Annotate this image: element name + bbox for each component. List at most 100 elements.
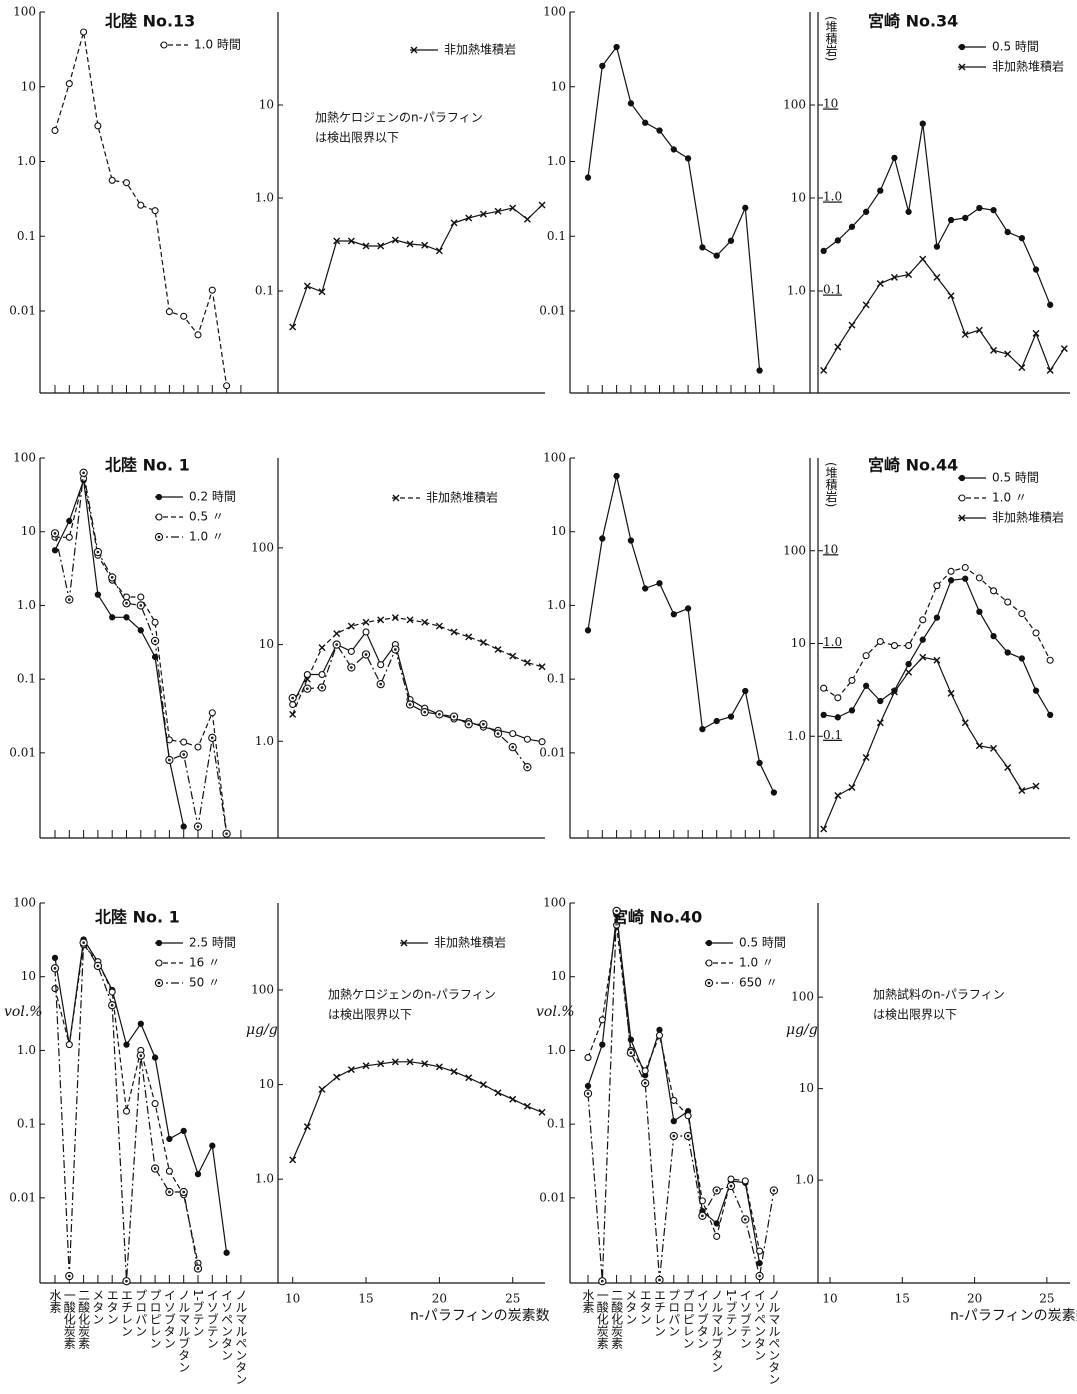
category-label: 1-ブテン — [724, 1289, 738, 1337]
data-point — [464, 720, 473, 729]
y2-tick-label: 0.1 — [823, 728, 842, 742]
data-point — [362, 242, 370, 250]
chart-title: 宮崎 No.44 — [868, 456, 958, 475]
y-tick-label: 10 — [551, 79, 566, 93]
data-point — [976, 608, 983, 615]
data-point — [876, 719, 884, 727]
data-point — [1032, 266, 1040, 273]
legend-label: 非加熱堆積岩 — [426, 490, 498, 505]
data-point — [79, 468, 88, 477]
data-point — [421, 241, 429, 249]
data-point — [947, 689, 955, 697]
y-tick-label: 100 — [783, 543, 806, 557]
legend-marker — [958, 494, 966, 502]
data-point — [713, 1232, 721, 1240]
data-point — [834, 343, 842, 351]
data-point — [377, 616, 385, 624]
data-point — [820, 366, 828, 374]
data-point — [891, 154, 898, 162]
data-point — [598, 1016, 606, 1024]
data-point — [509, 730, 517, 738]
legend-marker — [958, 63, 966, 71]
data-point — [905, 271, 913, 279]
category-label: ノルマルブタン — [710, 1289, 724, 1373]
data-point — [769, 1186, 779, 1195]
data-point — [848, 707, 856, 714]
data-point — [656, 580, 663, 587]
data-point — [1018, 610, 1026, 618]
y-tick-label: 100 — [13, 896, 36, 910]
data-point — [727, 713, 735, 720]
legend-label: 非加熱堆積岩 — [992, 59, 1064, 74]
data-point — [726, 1181, 736, 1191]
y-tick-label: 1.0 — [795, 1173, 814, 1187]
data-point — [1018, 234, 1026, 242]
y2-axis-label: (堆積岩) — [824, 16, 838, 61]
data-point — [626, 1048, 636, 1057]
data-point — [933, 582, 941, 590]
data-point — [289, 1156, 297, 1164]
data-point — [289, 700, 297, 709]
y-tick-label: 0.1 — [17, 1117, 36, 1131]
data-point — [538, 1108, 546, 1116]
data-point — [93, 547, 103, 557]
legend-label: 1.0 〃 — [992, 491, 1027, 505]
data-point — [494, 1089, 502, 1097]
y-tick-label: 1.0 — [17, 598, 36, 612]
data-point — [318, 288, 326, 296]
y-tick-label: 1.0 — [787, 729, 806, 743]
data-point — [1047, 301, 1054, 308]
category-label: 一酸化炭素 — [595, 1289, 609, 1349]
legend-marker — [155, 513, 163, 521]
data-point — [208, 286, 216, 294]
data-point — [405, 700, 415, 709]
y-tick-label: 1.0 — [547, 154, 566, 168]
data-point — [713, 1220, 720, 1227]
data-point — [223, 382, 231, 390]
data-point — [347, 237, 355, 245]
x-tick-label: 15 — [895, 1292, 910, 1306]
legend-marker — [958, 474, 966, 482]
data-point — [180, 312, 188, 320]
data-point — [599, 535, 606, 542]
y-tick-label: 10 — [259, 1077, 274, 1091]
y-tick-label: 10 — [21, 524, 36, 538]
legend-label: 50 〃 — [189, 976, 220, 990]
legend-marker — [160, 41, 168, 49]
data-point — [742, 687, 749, 695]
data-point — [208, 709, 216, 717]
y-tick-label: 10 — [551, 969, 566, 983]
data-point — [820, 684, 828, 692]
y-tick-label: 0.01 — [539, 304, 566, 318]
y-tick-label: 1.0 — [255, 190, 274, 204]
data-point — [122, 1277, 131, 1286]
data-point — [947, 577, 955, 584]
x-axis-label: n-パラフィンの炭素数 — [950, 1308, 1077, 1324]
data-point — [699, 725, 706, 733]
category-label: プロパン — [134, 1289, 148, 1337]
data-point — [538, 663, 546, 671]
data-point — [94, 122, 102, 130]
data-point — [332, 640, 341, 649]
data-point — [108, 988, 116, 996]
data-point — [94, 591, 102, 598]
y-tick-label: 1.0 — [255, 1172, 274, 1186]
data-point — [450, 219, 458, 227]
data-point — [194, 743, 202, 751]
y-tick-label: 10 — [21, 969, 36, 983]
data-point — [391, 614, 399, 622]
data-point — [727, 237, 735, 244]
legend-label: 0.5 〃 — [189, 510, 224, 524]
data-point — [727, 1175, 735, 1183]
data-point — [756, 759, 763, 767]
data-point — [347, 622, 355, 630]
data-point — [523, 735, 531, 743]
data-point — [479, 1081, 487, 1089]
y-tick-label: 100 — [251, 540, 274, 554]
y-tick-label: 0.01 — [9, 1190, 36, 1204]
data-point — [151, 618, 159, 626]
data-point — [362, 618, 370, 626]
x-tick-label: 25 — [1039, 1292, 1054, 1306]
legend-label: 0.5 時間 — [992, 471, 1039, 485]
category-label: 水素 — [581, 1289, 595, 1313]
